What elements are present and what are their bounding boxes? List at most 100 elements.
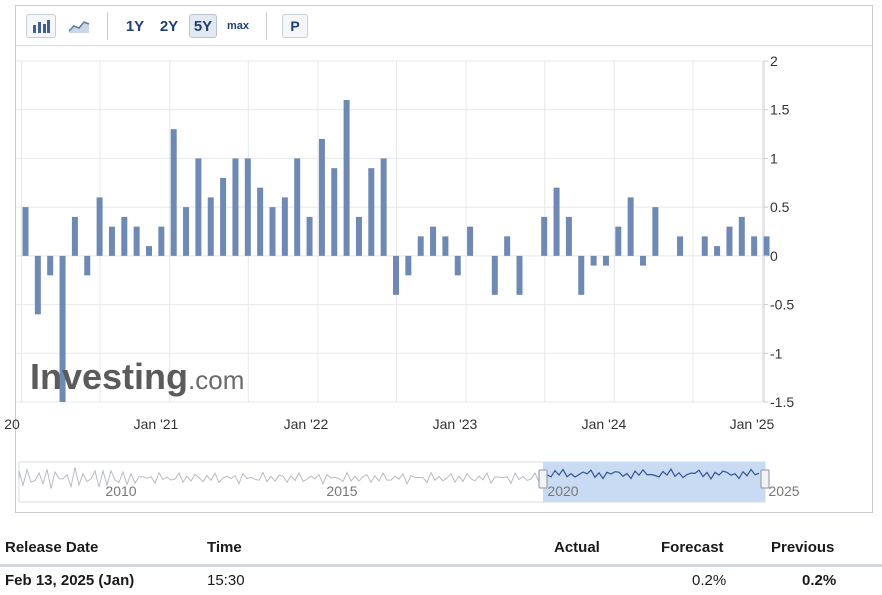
bar	[516, 255, 523, 295]
bar	[615, 226, 622, 256]
bar	[393, 255, 399, 295]
y-tick-label: 1.5	[770, 102, 790, 118]
bar	[565, 216, 572, 256]
bar	[541, 216, 548, 256]
bar	[368, 168, 375, 256]
release-table: Release Date Time Actual Forecast Previo…	[0, 530, 882, 595]
y-tick-label: 0.5	[770, 199, 790, 215]
bar	[158, 226, 165, 256]
bar	[257, 187, 264, 256]
bar	[34, 255, 41, 315]
x-tick-label: 20	[4, 416, 20, 432]
cell-previous: 0.2%	[802, 572, 837, 589]
bar	[442, 236, 449, 256]
x-tick-label: Jan '25	[730, 416, 775, 432]
bar	[220, 177, 227, 256]
x-tick-label: Jan '23	[433, 416, 478, 432]
bar	[578, 255, 585, 295]
p-button[interactable]: P	[282, 14, 308, 38]
bar	[763, 236, 770, 256]
bar	[294, 158, 301, 256]
bar	[467, 226, 474, 256]
bar	[183, 207, 190, 256]
range-1y-button[interactable]: 1Y	[125, 17, 145, 35]
cell-release-date: Feb 13, 2025 (Jan)	[5, 572, 135, 589]
bar	[504, 236, 511, 256]
y-tick-label: -1.5	[770, 394, 794, 410]
y-tick-label: -0.5	[770, 297, 794, 313]
bar	[331, 168, 338, 256]
bar	[726, 226, 733, 256]
range-2y-button[interactable]: 2Y	[159, 17, 179, 35]
x-tick-label: Jan '24	[582, 416, 627, 432]
line-chart-button[interactable]	[64, 14, 94, 38]
bar-series	[22, 99, 770, 402]
bar	[318, 138, 325, 256]
bar	[84, 255, 91, 276]
bar	[71, 216, 78, 256]
x-tick-label: Jan '21	[134, 416, 179, 432]
x-tick-label: Jan '22	[284, 416, 329, 432]
navigator-handle[interactable]	[760, 469, 770, 489]
bar	[751, 236, 758, 256]
cell-time: 15:30	[207, 572, 245, 589]
navigator-year-label: 2020	[547, 483, 578, 499]
navigator-selected-line	[542, 468, 760, 481]
bar	[133, 226, 140, 256]
bar	[652, 207, 659, 256]
bar	[47, 255, 54, 276]
bar	[677, 236, 684, 256]
bar	[343, 99, 350, 256]
bar	[96, 197, 103, 256]
header-time: Time	[207, 539, 242, 556]
bar	[170, 129, 177, 256]
bar	[602, 255, 609, 266]
range-navigator[interactable]: 2010 2015 2020 2025	[18, 461, 800, 503]
bar	[232, 158, 239, 256]
cell-forecast: 0.2%	[692, 572, 727, 589]
header-release-date: Release Date	[5, 539, 99, 556]
bar-chart-button[interactable]	[26, 14, 56, 38]
grid	[16, 60, 765, 403]
y-axis: 2 1.5 1 0.5 0 -0.5 -1 -1.5	[764, 53, 794, 410]
bar	[108, 226, 115, 256]
bar	[355, 216, 362, 256]
y-tick-label: 1	[770, 150, 778, 166]
chart-svg: 2 1.5 1 0.5 0 -0.5 -1 -1.5 20 Jan '21 Jan '22 Jan …	[4, 53, 800, 503]
header-forecast: Forecast	[661, 539, 724, 556]
y-tick-label: 2	[770, 53, 778, 69]
bar	[430, 226, 437, 256]
navigator-selection[interactable]	[543, 462, 765, 502]
header-divider	[0, 564, 882, 567]
bar	[627, 197, 634, 256]
bar	[244, 158, 251, 256]
bar	[454, 255, 461, 276]
bar-chart-icon	[33, 20, 50, 33]
header-previous: Previous	[771, 539, 835, 556]
bar	[269, 207, 276, 256]
bar	[405, 255, 412, 276]
bar	[306, 216, 313, 256]
bar	[121, 216, 128, 256]
toolbar-divider	[107, 12, 108, 40]
bar	[281, 197, 288, 256]
range-max-button[interactable]: max	[226, 20, 250, 32]
navigator-handle[interactable]	[538, 469, 548, 489]
bar	[714, 246, 721, 256]
bar	[380, 158, 387, 256]
bar	[640, 255, 646, 266]
navigator-history-line	[18, 467, 544, 489]
bar	[59, 255, 66, 402]
navigator-year-label: 2025	[768, 483, 799, 499]
bar	[491, 255, 498, 295]
line-chart-icon	[68, 21, 90, 33]
navigator-year-label: 2015	[326, 483, 357, 499]
chart-toolbar: 1Y 2Y 5Y max P	[16, 6, 872, 46]
header-actual: Actual	[554, 539, 600, 556]
x-axis: 20 Jan '21 Jan '22 Jan '23 Jan '24 Jan '25	[4, 416, 774, 432]
chart-widget: 1Y 2Y 5Y max P	[15, 5, 873, 513]
bar	[207, 197, 214, 256]
bar	[738, 216, 745, 256]
range-5y-button[interactable]: 5Y	[189, 14, 217, 38]
toolbar-divider	[266, 12, 267, 40]
